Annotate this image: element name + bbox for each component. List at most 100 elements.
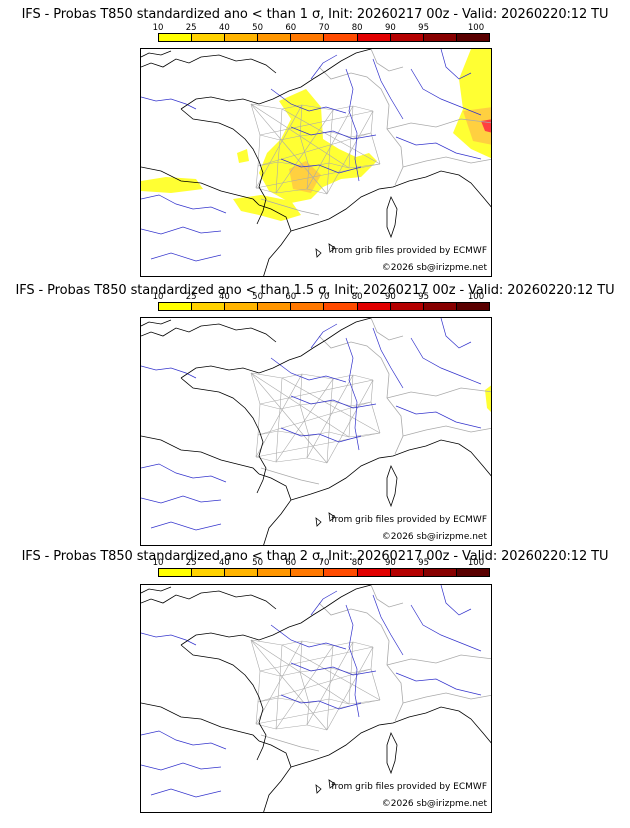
colorbar-tick-label: 50 [252, 292, 264, 302]
colorbar-segment [423, 569, 457, 576]
colorbar-tick-label: 80 [351, 23, 363, 33]
colorbar-ticks: 10 25 40 50 60 70 80 90 95 100 [153, 292, 490, 302]
probability-colorbar: 10 25 40 50 60 70 80 90 95 100 [153, 292, 490, 313]
colorbar-segment [456, 303, 489, 310]
colorbar-tick-label: 10 [152, 292, 164, 302]
colorbar-tick-label: 40 [218, 23, 230, 33]
colorbar-tick-label: 80 [351, 292, 363, 302]
colorbar-segment [291, 303, 325, 310]
credit-source: from grib files provided by ECMWF [331, 246, 487, 256]
panel-title: IFS - Probas T850 standardized ano < tha… [21, 549, 609, 564]
colorbar-segments [158, 302, 490, 311]
panel-2: IFS - Probas T850 standardized ano < tha… [0, 278, 630, 546]
anomaly-shading [485, 385, 491, 412]
colorbar-tick-label: 70 [318, 292, 330, 302]
colorbar-segment [258, 303, 292, 310]
colorbar-tick-label: 25 [185, 23, 197, 33]
map-panel: from grib files provided by ECMWF ©2026 … [140, 317, 492, 546]
map-panel: from grib files provided by ECMWF ©2026 … [140, 584, 492, 813]
panel-title: IFS - Probas T850 standardized ano < tha… [15, 283, 615, 298]
colorbar-segment [390, 569, 424, 576]
colorbar-segment [357, 569, 391, 576]
colorbar-tick-label: 50 [252, 23, 264, 33]
colorbar-tick-label: 90 [384, 23, 396, 33]
colorbar-segment [456, 34, 489, 41]
colorbar-ticks: 10 25 40 50 60 70 80 90 95 100 [153, 558, 490, 568]
colorbar-segment [192, 303, 226, 310]
colorbar-segment [324, 34, 358, 41]
france-map [141, 318, 491, 545]
panel-title: IFS - Probas T850 standardized ano < tha… [21, 7, 609, 22]
map-panel: from grib files provided by ECMWF ©2026 … [140, 48, 492, 277]
colorbar-segment [192, 569, 226, 576]
anomaly-area-west [237, 149, 249, 163]
colorbar-tick-label: 10 [152, 558, 164, 568]
colorbar-segment [225, 569, 259, 576]
colorbar-segment [324, 569, 358, 576]
colorbar-tick-label: 95 [418, 292, 430, 302]
coastlines [141, 585, 491, 812]
colorbar-tick-label: 70 [318, 558, 330, 568]
credit-copyright: ©2026 sb@irizpme.net [381, 532, 487, 542]
colorbar-segment [324, 303, 358, 310]
anomaly-area-atlantic [141, 177, 203, 193]
colorbar-segment [258, 569, 292, 576]
colorbar-tick-label: 50 [252, 558, 264, 568]
colorbar-segment [456, 569, 489, 576]
credit-copyright: ©2026 sb@irizpme.net [381, 263, 487, 273]
colorbar-tick-label: 80 [351, 558, 363, 568]
country-borders [260, 585, 491, 752]
colorbar-tick-label: 100 [467, 292, 485, 302]
anomaly-shading [141, 49, 491, 221]
anomaly-area-alps [485, 385, 491, 412]
colorbar-segment [192, 34, 226, 41]
coastlines [141, 49, 491, 276]
france-map [141, 585, 491, 812]
colorbar-segment [357, 303, 391, 310]
colorbar-tick-label: 10 [152, 23, 164, 33]
credit-source: from grib files provided by ECMWF [331, 782, 487, 792]
colorbar-segment [390, 34, 424, 41]
colorbar-tick-label: 70 [318, 23, 330, 33]
rivers [141, 585, 482, 798]
anomaly-area-alps-core [463, 107, 491, 145]
credit-source: from grib files provided by ECMWF [331, 515, 487, 525]
colorbar-segment [258, 34, 292, 41]
anomaly-area-core [289, 161, 321, 193]
country-borders [260, 49, 491, 216]
probability-colorbar: 10 25 40 50 60 70 80 90 95 100 [153, 558, 490, 579]
colorbar-segment [159, 34, 193, 41]
probability-colorbar: 10 25 40 50 60 70 80 90 95 100 [153, 23, 490, 44]
colorbar-tick-label: 90 [384, 292, 396, 302]
colorbar-tick-label: 100 [467, 23, 485, 33]
rivers [141, 318, 482, 531]
colorbar-segment [225, 34, 259, 41]
colorbar-segments [158, 33, 490, 42]
colorbar-segment [291, 34, 325, 41]
colorbar-tick-label: 40 [218, 292, 230, 302]
colorbar-segment [291, 569, 325, 576]
colorbar-tick-label: 60 [285, 23, 297, 33]
colorbar-segment [357, 34, 391, 41]
colorbar-segments [158, 568, 490, 577]
rivers [141, 49, 482, 262]
colorbar-segment [390, 303, 424, 310]
colorbar-segment [225, 303, 259, 310]
colorbar-segment [423, 303, 457, 310]
colorbar-tick-label: 60 [285, 558, 297, 568]
colorbar-tick-label: 100 [467, 558, 485, 568]
colorbar-segment [159, 303, 193, 310]
credit-copyright: ©2026 sb@irizpme.net [381, 799, 487, 809]
france-map [141, 49, 491, 276]
colorbar-ticks: 10 25 40 50 60 70 80 90 95 100 [153, 23, 490, 33]
panel-3: IFS - Probas T850 standardized ano < tha… [0, 546, 630, 828]
region-borders [250, 639, 381, 731]
colorbar-tick-label: 95 [418, 558, 430, 568]
colorbar-tick-label: 25 [185, 558, 197, 568]
region-borders [250, 372, 381, 464]
country-borders [260, 318, 491, 485]
panel-1: IFS - Probas T850 standardized ano < tha… [0, 0, 630, 278]
colorbar-tick-label: 90 [384, 558, 396, 568]
colorbar-tick-label: 25 [185, 292, 197, 302]
colorbar-tick-label: 40 [218, 558, 230, 568]
